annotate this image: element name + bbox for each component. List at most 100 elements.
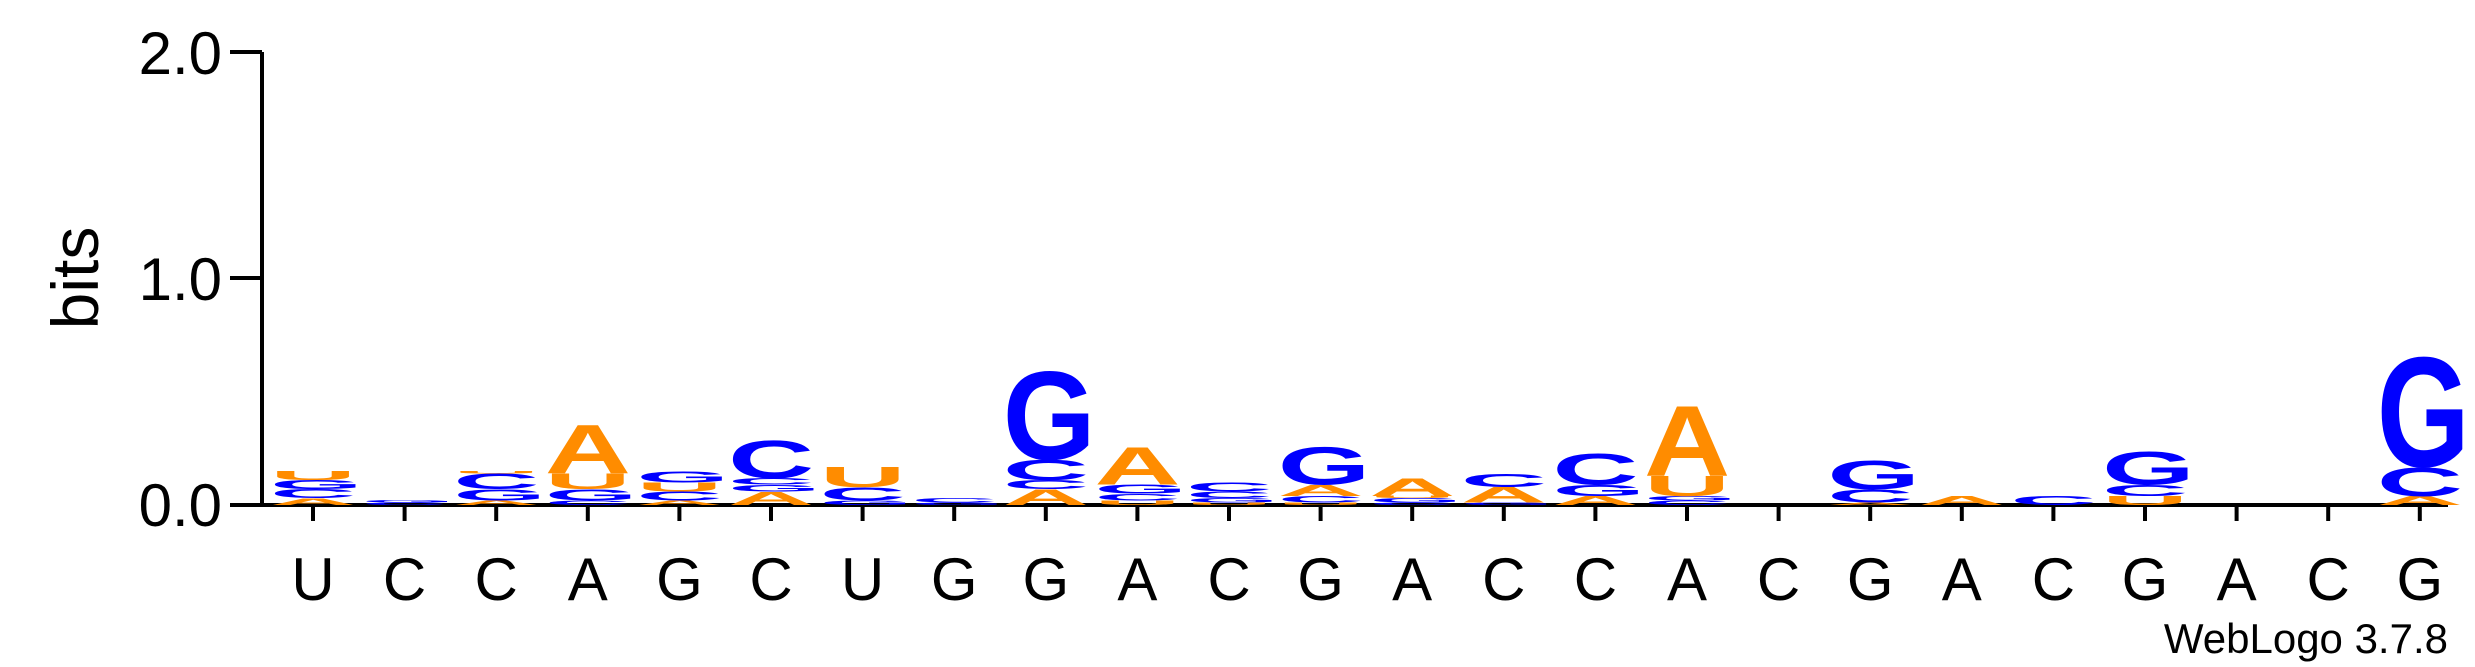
- x-tick-label: G: [931, 546, 978, 613]
- x-ticks: [311, 505, 2422, 521]
- logo-letter-C: C: [1827, 486, 1913, 507]
- x-tick-label: G: [1847, 546, 1894, 613]
- logo-letter-G: G: [2102, 443, 2195, 495]
- logo-letter-C: C: [1278, 494, 1364, 505]
- logo-letter-G: G: [1552, 482, 1645, 500]
- y-tick-label-1: 1.0: [139, 246, 222, 313]
- x-tick-label: C: [383, 546, 426, 613]
- logo-letter-A: A: [2377, 494, 2463, 508]
- x-tick-label: A: [568, 546, 608, 613]
- logo-letter-C: C: [820, 484, 906, 505]
- logo-letter-G: G: [820, 499, 913, 506]
- x-tick-label: G: [1022, 546, 1069, 613]
- logo-letter-G: G: [911, 502, 1004, 505]
- logo-column: CG: [362, 500, 455, 506]
- logo-letter-A: A: [1552, 494, 1638, 508]
- x-tick-label: C: [475, 546, 518, 613]
- logo-letter-A: A: [1827, 502, 1913, 505]
- logo-letter-U: U: [1278, 502, 1364, 505]
- logo-letter-G: G: [453, 486, 546, 504]
- logo-letter-A: A: [453, 499, 539, 506]
- logo-letter-G: G: [1461, 502, 1554, 505]
- x-tick-label: A: [1667, 546, 1707, 613]
- x-tick-label: U: [841, 546, 884, 613]
- x-tick-label: A: [1392, 546, 1432, 613]
- x-tick-label: C: [1574, 546, 1617, 613]
- logo-column: C: [2010, 494, 2096, 508]
- logo-letter-G: G: [636, 468, 729, 486]
- logo-letter-C: C: [1186, 490, 1272, 501]
- logo-letter-G: G: [362, 500, 455, 503]
- logo-letter-C: C: [2102, 482, 2188, 500]
- logo-letter-G: G: [1827, 452, 1920, 498]
- x-tick-label: G: [2122, 546, 2169, 613]
- logo-column: A: [1919, 494, 2005, 508]
- logo-letter-G: G: [1278, 436, 1371, 496]
- logo-column: GCU: [820, 461, 913, 506]
- x-tick-label: C: [2032, 546, 2075, 613]
- logo-letter-C: C: [1094, 492, 1180, 503]
- x-tick-label: G: [2396, 546, 2443, 613]
- logo-letter-C: C: [362, 502, 448, 505]
- x-tick-label: C: [1207, 546, 1250, 613]
- logo-letter-G: G: [1644, 495, 1737, 502]
- x-tick-label: C: [749, 546, 792, 613]
- logo-letter-C: C: [1552, 445, 1638, 494]
- logo-letter-G: G: [270, 478, 363, 492]
- x-tick-label: C: [1482, 546, 1525, 613]
- logo-letter-U: U: [1644, 470, 1730, 502]
- logo-letter-A: A: [1461, 483, 1547, 508]
- logo-letter-C: C: [270, 487, 356, 501]
- weblogo-credit: WebLogo 3.7.8: [2164, 615, 2448, 662]
- logo-letter-U: U: [1369, 495, 1455, 498]
- logo-letter-U: U: [1186, 502, 1272, 505]
- logo-column: GC: [911, 497, 1004, 506]
- logo-letter-U: U: [453, 470, 539, 473]
- x-tick-label: A: [1942, 546, 1982, 613]
- logo-letter-A: A: [1369, 473, 1455, 501]
- x-tick-label: C: [1757, 546, 1800, 613]
- logo-letter-A: A: [1003, 485, 1089, 510]
- logo-letter-C: C: [453, 469, 539, 494]
- logo-letter-C: C: [1369, 502, 1455, 505]
- logo-column: UCG: [2102, 443, 2195, 508]
- logo-letter-C: C: [2010, 494, 2096, 508]
- logo-letter-G: G: [1186, 497, 1279, 504]
- logo-letter-U: U: [820, 461, 906, 493]
- logo-letter-C: C: [728, 476, 814, 487]
- logo-letter-G: G: [1369, 497, 1462, 504]
- logo-letter-C: C: [1186, 480, 1272, 494]
- logo-letter-A: A: [545, 411, 631, 488]
- logo-column: GAC: [1461, 470, 1554, 508]
- x-tick-label: U: [291, 546, 334, 613]
- logo-letter-C: C: [2377, 459, 2463, 505]
- logo-letter-C: C: [728, 429, 814, 489]
- logo-letter-C: C: [636, 489, 722, 503]
- logo-letter-A: A: [1094, 436, 1180, 496]
- logo-letter-U: U: [270, 469, 356, 483]
- logo-column: AGC: [1552, 445, 1645, 507]
- y-axis-label: bits: [38, 227, 112, 330]
- logo-letter-G: G: [1003, 346, 1096, 487]
- logo-letter-G: G: [728, 483, 821, 494]
- logo-letter-C: C: [1003, 478, 1089, 492]
- x-tick-label: A: [1117, 546, 1157, 613]
- x-tick-label: G: [1297, 546, 1344, 613]
- x-tick-label: G: [656, 546, 703, 613]
- logo-letter-A: A: [1278, 482, 1364, 500]
- logo-letter-A: A: [1919, 494, 2005, 508]
- logo-letter-U: U: [2102, 494, 2188, 508]
- x-tick-label: A: [2217, 546, 2257, 613]
